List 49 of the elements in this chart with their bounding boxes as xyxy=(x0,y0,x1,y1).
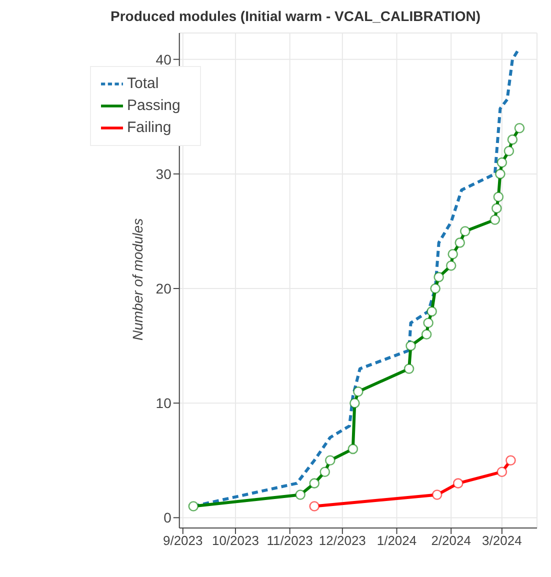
point xyxy=(309,501,320,512)
point xyxy=(504,146,514,156)
point xyxy=(446,260,456,271)
point xyxy=(514,122,525,134)
point xyxy=(309,478,320,488)
point xyxy=(423,318,434,328)
x-tick-label: 1/2024 xyxy=(376,533,417,548)
point xyxy=(426,306,437,317)
point xyxy=(353,386,364,397)
point xyxy=(421,329,432,340)
y-tick-label: 40 xyxy=(156,51,172,68)
point xyxy=(188,501,199,512)
point xyxy=(506,455,516,466)
y-tick-label: 10 xyxy=(156,395,172,412)
point xyxy=(406,340,416,351)
x-tick-label: 2/2024 xyxy=(431,533,471,548)
point xyxy=(434,272,444,282)
point xyxy=(432,490,442,500)
point xyxy=(496,466,508,478)
x-tick-label: 3/2024 xyxy=(482,533,522,548)
point xyxy=(493,192,504,202)
point xyxy=(348,444,358,454)
point xyxy=(350,398,360,408)
x-tick-label: 10/2023 xyxy=(212,533,259,548)
point xyxy=(490,214,500,225)
point xyxy=(430,283,440,294)
point xyxy=(496,157,508,168)
point xyxy=(452,478,464,488)
point xyxy=(495,168,506,180)
point xyxy=(460,226,470,236)
legend-label: Total xyxy=(127,74,159,92)
legend-label: Failing xyxy=(127,118,172,136)
chart-title: Produced modules (Initial warm - VCAL_CALIBRATION) xyxy=(110,8,482,26)
point xyxy=(320,466,330,478)
point xyxy=(507,134,518,145)
point xyxy=(492,203,502,214)
legend-label: Passing xyxy=(127,96,180,114)
x-tick-label: 12/2023 xyxy=(318,533,366,548)
y-tick-label: 30 xyxy=(156,166,172,182)
point xyxy=(295,490,306,500)
x-tick-label: 11/2023 xyxy=(266,533,313,548)
point xyxy=(448,248,458,260)
point xyxy=(404,364,414,374)
x-tick-label: 9/2023 xyxy=(163,533,203,548)
y-tick-label: 20 xyxy=(156,280,172,296)
y-axis-title: Number of modules xyxy=(129,218,146,340)
y-tick-label: 0 xyxy=(164,510,172,526)
point xyxy=(324,455,336,466)
point xyxy=(454,238,466,248)
